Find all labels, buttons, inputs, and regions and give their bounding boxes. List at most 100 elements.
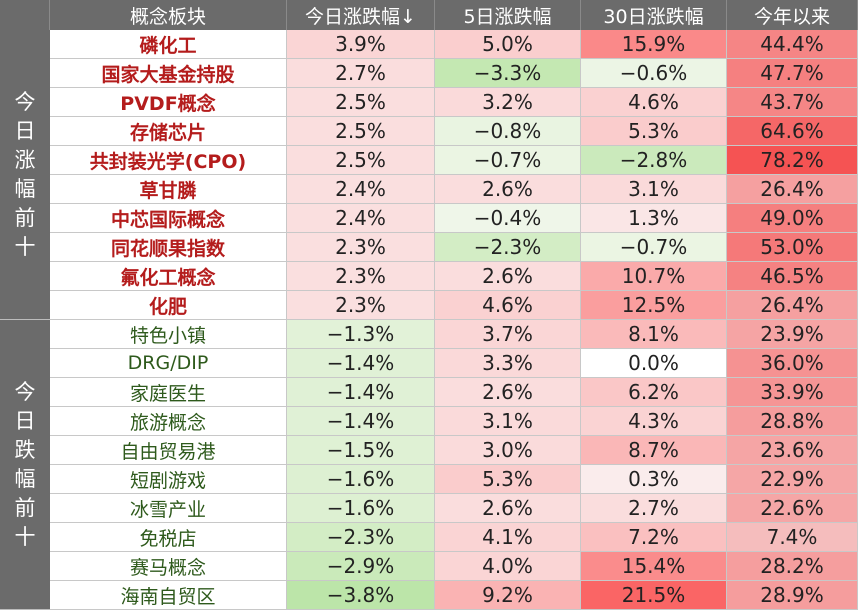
cell-today: −1.5% bbox=[287, 436, 435, 465]
cell-ytd: 28.2% bbox=[727, 552, 858, 581]
cell-d30: 21.5% bbox=[581, 581, 727, 610]
cell-ytd: 23.9% bbox=[727, 320, 858, 349]
sector-name: 旅游概念 bbox=[50, 407, 287, 436]
cell-today: −1.4% bbox=[287, 407, 435, 436]
cell-d5: 2.6% bbox=[435, 175, 581, 204]
cell-today: −1.6% bbox=[287, 465, 435, 494]
header-30d-change[interactable]: 30日涨跌幅 bbox=[581, 0, 727, 30]
cell-d5: 3.7% bbox=[435, 320, 581, 349]
cell-d5: 2.6% bbox=[435, 262, 581, 291]
cell-today: 2.4% bbox=[287, 175, 435, 204]
cell-today: 2.3% bbox=[287, 233, 435, 262]
header-today-change[interactable]: 今日涨跌幅↓ bbox=[287, 0, 435, 30]
cell-d30: 3.1% bbox=[581, 175, 727, 204]
cell-d5: 2.6% bbox=[435, 378, 581, 407]
cell-today: −3.8% bbox=[287, 581, 435, 610]
sector-name: PVDF概念 bbox=[50, 88, 287, 117]
cell-d5: 4.0% bbox=[435, 552, 581, 581]
cell-ytd: 33.9% bbox=[727, 378, 858, 407]
cell-ytd: 46.5% bbox=[727, 262, 858, 291]
cell-today: 2.5% bbox=[287, 117, 435, 146]
cell-d5: −2.3% bbox=[435, 233, 581, 262]
cell-d30: −2.8% bbox=[581, 146, 727, 175]
cell-ytd: 7.4% bbox=[727, 523, 858, 552]
cell-ytd: 44.4% bbox=[727, 30, 858, 59]
cell-ytd: 22.9% bbox=[727, 465, 858, 494]
sector-name: 同花顺果指数 bbox=[50, 233, 287, 262]
sector-name: 氟化工概念 bbox=[50, 262, 287, 291]
cell-d5: −3.3% bbox=[435, 59, 581, 88]
cell-d5: 2.6% bbox=[435, 494, 581, 523]
cell-d5: 9.2% bbox=[435, 581, 581, 610]
header-ytd-change[interactable]: 今年以来 bbox=[727, 0, 858, 30]
cell-d30: 5.3% bbox=[581, 117, 727, 146]
cell-d30: 7.2% bbox=[581, 523, 727, 552]
group-label-top-gainers: 今日涨幅前十 bbox=[0, 30, 50, 320]
cell-d5: 4.1% bbox=[435, 523, 581, 552]
cell-d30: 0.3% bbox=[581, 465, 727, 494]
cell-d30: 15.9% bbox=[581, 30, 727, 59]
cell-d5: 3.3% bbox=[435, 349, 581, 378]
cell-ytd: 26.4% bbox=[727, 175, 858, 204]
header-corner bbox=[0, 0, 50, 30]
sector-name: 特色小镇 bbox=[50, 320, 287, 349]
cell-ytd: 49.0% bbox=[727, 204, 858, 233]
cell-d30: 12.5% bbox=[581, 291, 727, 320]
group-label-top-losers: 今日跌幅前十 bbox=[0, 320, 50, 610]
cell-ytd: 23.6% bbox=[727, 436, 858, 465]
cell-d30: 8.7% bbox=[581, 436, 727, 465]
cell-d5: 4.6% bbox=[435, 291, 581, 320]
cell-d5: −0.8% bbox=[435, 117, 581, 146]
sector-name: 存储芯片 bbox=[50, 117, 287, 146]
cell-d5: 3.2% bbox=[435, 88, 581, 117]
cell-ytd: 47.7% bbox=[727, 59, 858, 88]
cell-ytd: 64.6% bbox=[727, 117, 858, 146]
cell-d30: −0.6% bbox=[581, 59, 727, 88]
cell-ytd: 36.0% bbox=[727, 349, 858, 378]
cell-d30: 4.6% bbox=[581, 88, 727, 117]
cell-d30: −0.7% bbox=[581, 233, 727, 262]
cell-today: 2.7% bbox=[287, 59, 435, 88]
sector-name: 自由贸易港 bbox=[50, 436, 287, 465]
cell-d5: 5.3% bbox=[435, 465, 581, 494]
cell-ytd: 22.6% bbox=[727, 494, 858, 523]
sector-name: 赛马概念 bbox=[50, 552, 287, 581]
cell-d30: 10.7% bbox=[581, 262, 727, 291]
cell-d5: 5.0% bbox=[435, 30, 581, 59]
sector-name: 国家大基金持股 bbox=[50, 59, 287, 88]
cell-d30: 8.1% bbox=[581, 320, 727, 349]
cell-today: −1.4% bbox=[287, 378, 435, 407]
header-5d-change[interactable]: 5日涨跌幅 bbox=[435, 0, 581, 30]
cell-today: 2.3% bbox=[287, 262, 435, 291]
sector-name: 海南自贸区 bbox=[50, 581, 287, 610]
cell-today: 2.5% bbox=[287, 146, 435, 175]
cell-today: −1.6% bbox=[287, 494, 435, 523]
sector-name: 草甘膦 bbox=[50, 175, 287, 204]
cell-d5: −0.4% bbox=[435, 204, 581, 233]
cell-d5: 3.1% bbox=[435, 407, 581, 436]
cell-d5: −0.7% bbox=[435, 146, 581, 175]
cell-today: −1.4% bbox=[287, 349, 435, 378]
cell-today: −2.3% bbox=[287, 523, 435, 552]
cell-ytd: 28.8% bbox=[727, 407, 858, 436]
cell-d5: 3.0% bbox=[435, 436, 581, 465]
cell-d30: 0.0% bbox=[581, 349, 727, 378]
cell-today: 2.4% bbox=[287, 204, 435, 233]
cell-ytd: 26.4% bbox=[727, 291, 858, 320]
sector-name: 冰雪产业 bbox=[50, 494, 287, 523]
sector-name: 共封装光学(CPO) bbox=[50, 146, 287, 175]
sector-name: 短剧游戏 bbox=[50, 465, 287, 494]
cell-today: 2.3% bbox=[287, 291, 435, 320]
cell-today: −1.3% bbox=[287, 320, 435, 349]
sector-name: 免税店 bbox=[50, 523, 287, 552]
cell-today: −2.9% bbox=[287, 552, 435, 581]
sector-name: 磷化工 bbox=[50, 30, 287, 59]
header-sector[interactable]: 概念板块 bbox=[50, 0, 287, 30]
cell-ytd: 28.9% bbox=[727, 581, 858, 610]
cell-d30: 4.3% bbox=[581, 407, 727, 436]
cell-today: 3.9% bbox=[287, 30, 435, 59]
sector-name: 化肥 bbox=[50, 291, 287, 320]
cell-d30: 6.2% bbox=[581, 378, 727, 407]
cell-d30: 15.4% bbox=[581, 552, 727, 581]
